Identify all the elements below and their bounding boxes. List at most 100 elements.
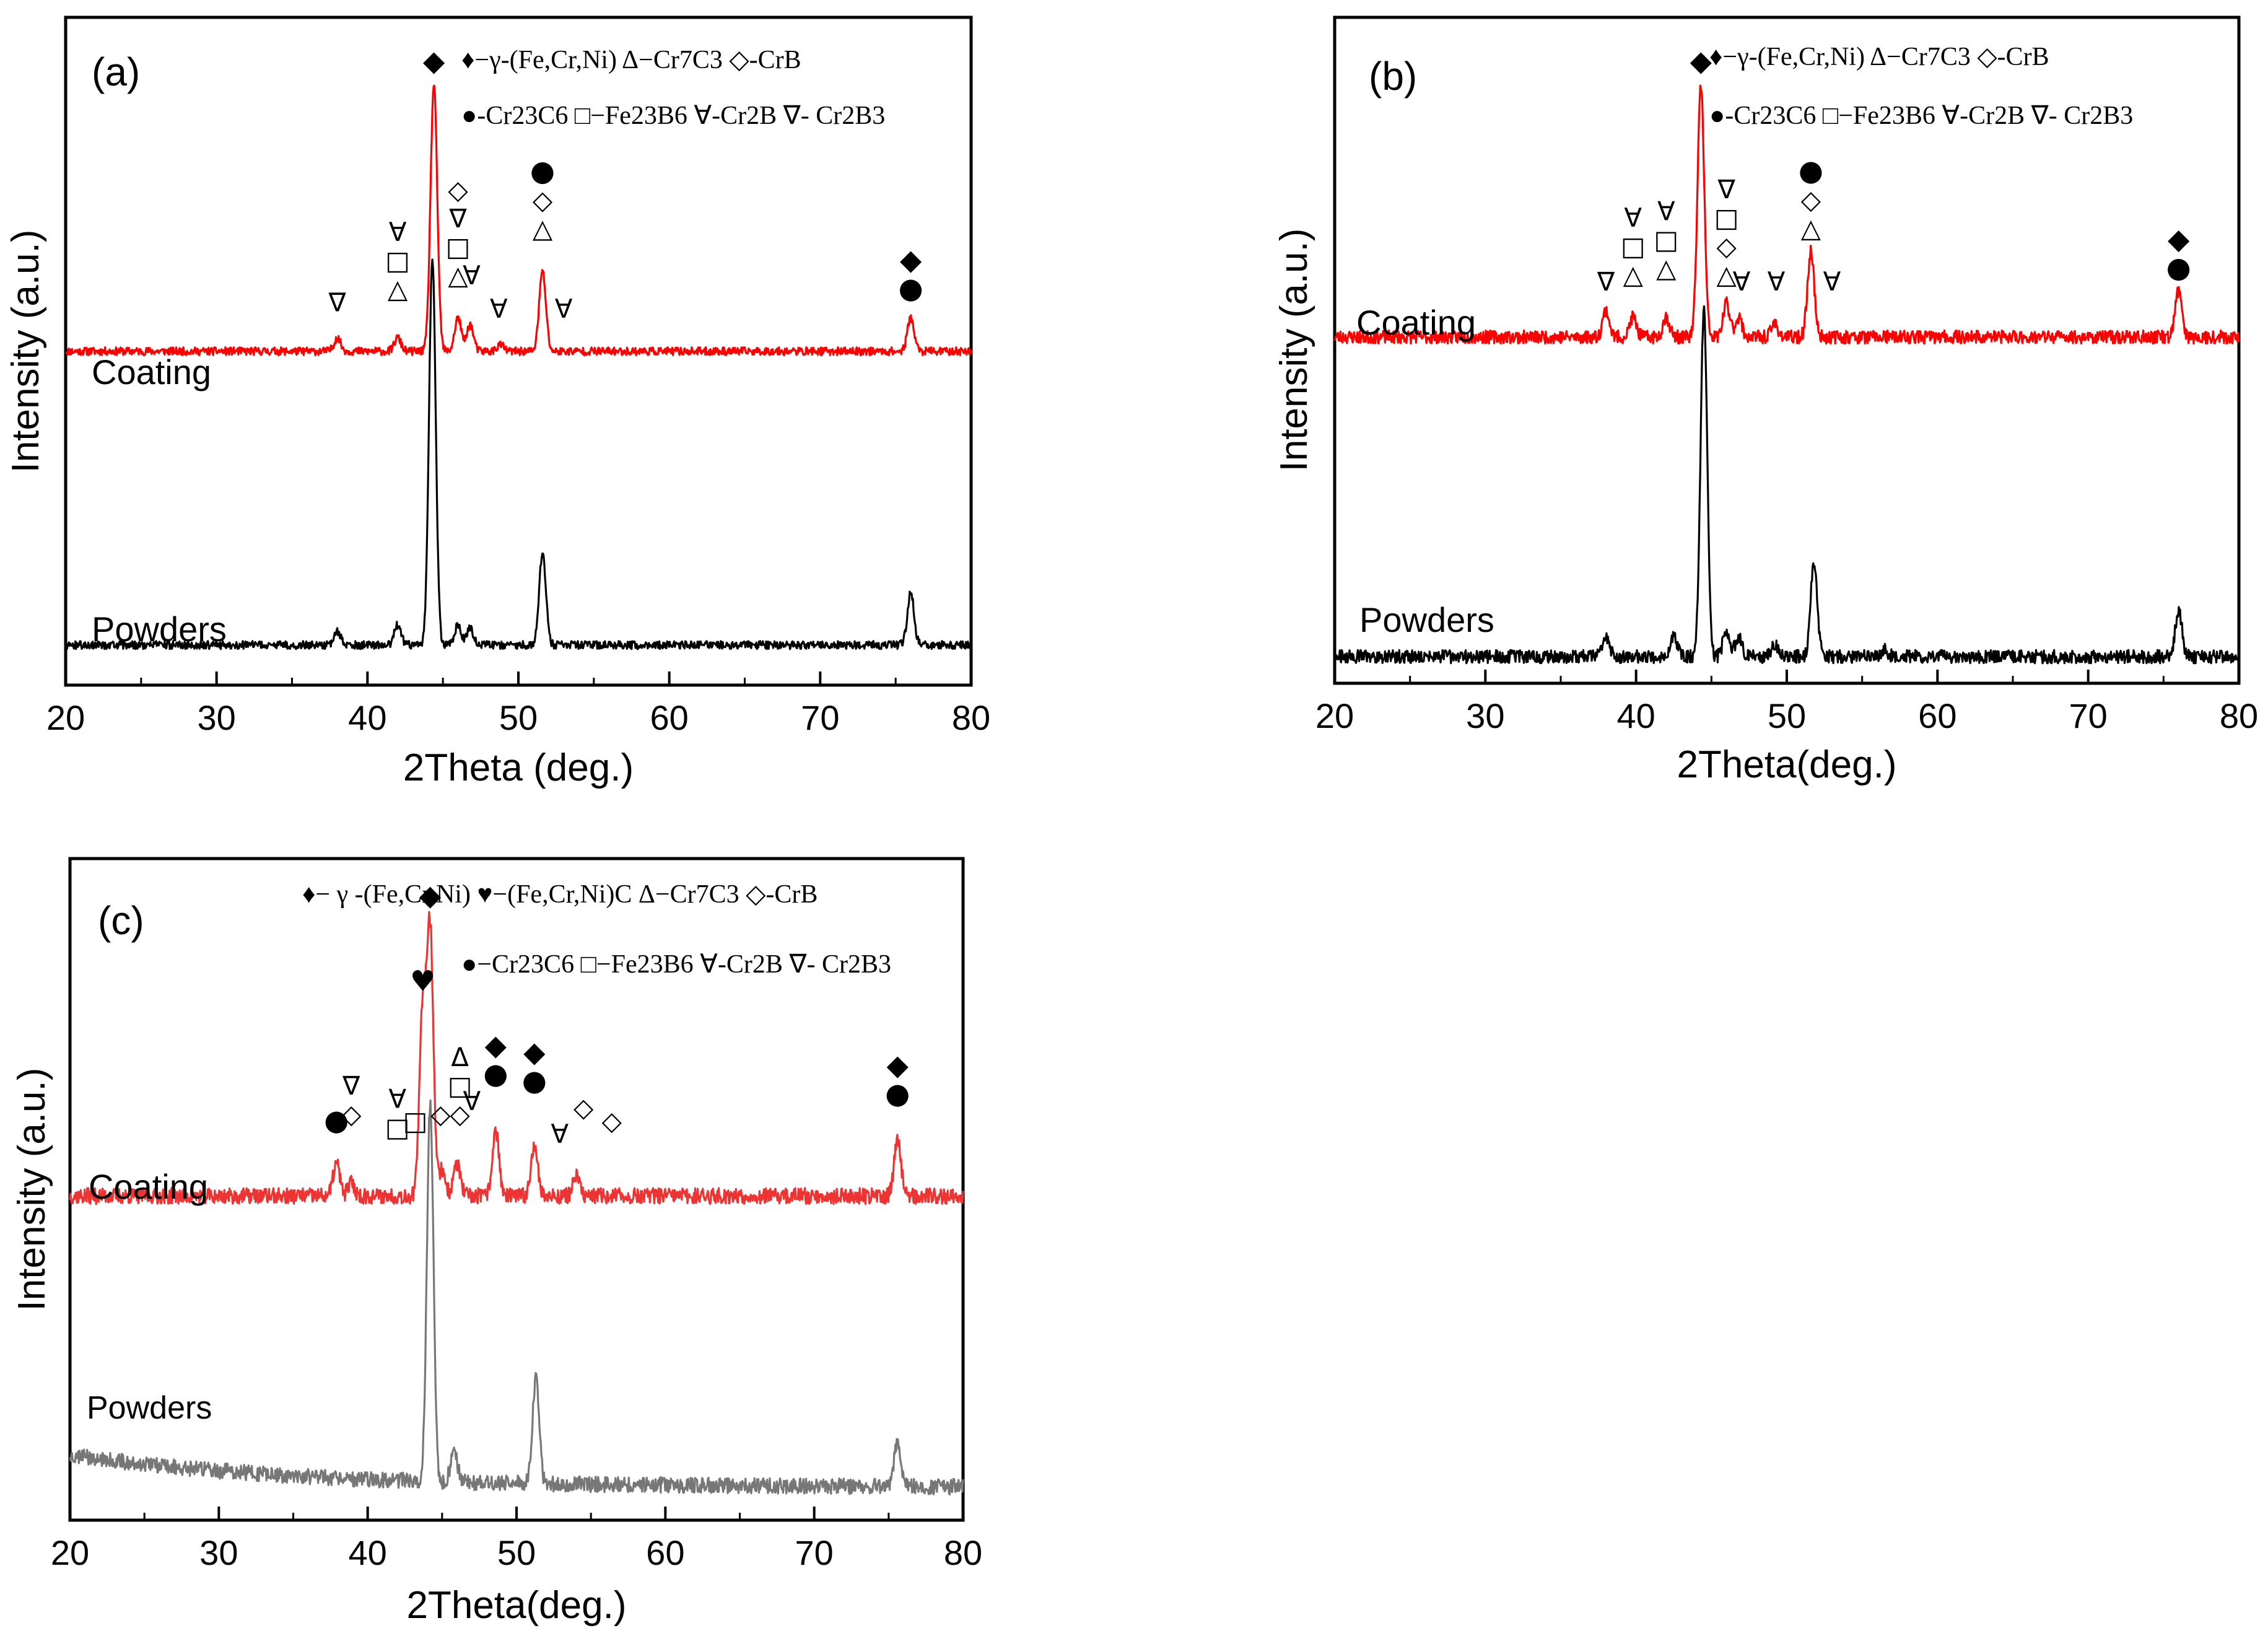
phase-marker: □ (385, 1113, 410, 1143)
x-tick-label: 50 (497, 1533, 536, 1572)
series-line-coating (69, 911, 964, 1205)
phase-marker: ◇ (448, 175, 468, 205)
marker-layer: ◆♥●◇∇□∀□ ◇◇□Δ∀●◆●◆∀◇ ◇●◆ (324, 878, 910, 1149)
phase-marker: ◇ (341, 1099, 362, 1129)
phase-marker: □ (385, 245, 410, 276)
phase-marker: □ (1714, 203, 1739, 233)
phase-marker: ∀ (463, 1086, 481, 1116)
legend-line-1: ♦− γ -(Fe,Cr,Ni) ♥−(Fe,Cr,Ni)C Δ−Cr7C3 ◇… (302, 880, 818, 909)
x-tick-label: 30 (199, 1533, 238, 1572)
series-layer (69, 911, 964, 1496)
x-axis-title: 2Theta (deg.) (403, 746, 634, 789)
phase-marker: □ (1621, 231, 1646, 261)
series-label-powders: Powders (1359, 600, 1494, 639)
x-tick-label: 50 (1768, 696, 1806, 735)
legend-line-2: ●-Cr23C6 □−Fe23B6 ∀-Cr2B ∇- Cr2B3 (1709, 102, 2133, 130)
panel-label: (c) (98, 898, 144, 943)
phase-marker: ∀ (1768, 266, 1786, 297)
phase-marker: ◆ (2168, 222, 2190, 255)
x-tick-label: 20 (46, 698, 85, 737)
phase-marker: ∀ (1733, 266, 1751, 297)
phase-marker: ◆ (887, 1048, 909, 1082)
phase-marker: ∀ (1624, 203, 1642, 233)
phase-marker: ∀ (389, 217, 407, 247)
x-tick-label: 40 (1617, 696, 1655, 735)
legend-line-2: ●−Cr23C6 □−Fe23B6 ∀-Cr2B ∇- Cr2B3 (461, 950, 891, 979)
phase-marker: ● (530, 154, 555, 188)
x-tick-label: 60 (646, 1533, 684, 1572)
series-line-coating (1333, 84, 2240, 345)
phase-marker: □ (1654, 224, 1678, 255)
phase-marker: ∇ (1597, 266, 1615, 297)
panel-label: (b) (1369, 54, 1417, 98)
series-label-coating: Coating (1356, 303, 1476, 342)
x-tick-label: 80 (952, 698, 990, 737)
x-tick-label: 80 (2220, 696, 2258, 735)
y-axis-title: Intensity (a.u.) (11, 1068, 53, 1311)
series-line-powders (1333, 305, 2240, 665)
phase-marker: ∀ (388, 1084, 406, 1114)
phase-marker: ∇ (328, 287, 347, 317)
panel-c: (c) ♦− γ -(Fe,Cr,Ni) ♥−(Fe,Cr,Ni)C Δ−Cr7… (11, 857, 982, 1627)
phase-marker: ◇ (574, 1093, 594, 1123)
x-ticks: 20 30 40 50 60 70 80 (51, 1507, 982, 1572)
x-tick-label: 30 (1466, 696, 1504, 735)
phase-marker: ∀ (555, 294, 573, 324)
phase-marker: △ (1801, 213, 1821, 243)
series-label-coating: Coating (89, 1167, 208, 1206)
series-label-powders: Powders (92, 610, 227, 649)
x-ticks: 20 30 40 50 60 70 80 (1315, 670, 2258, 735)
phase-marker: ∇ (342, 1070, 360, 1101)
y-axis-title: Intensity (a.u.) (1273, 229, 1315, 472)
phase-marker: ● (885, 1077, 910, 1110)
phase-marker: ● (324, 1103, 349, 1137)
y-axis-title: Intensity (a.u.) (4, 230, 47, 473)
phase-marker: ♥ (410, 965, 435, 998)
series-label-powders: Powders (87, 1390, 212, 1426)
series-label-coating: Coating (92, 352, 211, 392)
x-axis-title: 2Theta(deg.) (407, 1584, 627, 1627)
series-layer (64, 84, 972, 650)
phase-marker: ∀ (551, 1119, 569, 1149)
phase-marker: ∇ (448, 203, 467, 234)
phase-marker: ◇ (450, 1099, 471, 1129)
x-tick-label: 60 (650, 698, 689, 737)
marker-layer: ◆∇ △□∀△□∀△◇□∇∀ ∀△◇●∀ ●◆ (1597, 44, 2191, 297)
phase-marker: △ (533, 214, 553, 244)
phase-marker: ◆ (423, 44, 445, 77)
phase-marker: △ (1717, 260, 1737, 290)
panel-a: (a) ♦−γ-(Fe,Cr,Ni) Δ−Cr7C3 ◇-CrB ●-Cr23C… (4, 15, 990, 789)
phase-marker: ∀ (1823, 266, 1841, 297)
phase-marker: ◇ (1801, 185, 1821, 215)
phase-marker: ● (898, 271, 923, 305)
x-tick-label: 30 (198, 698, 236, 737)
x-tick-label: 50 (499, 698, 538, 737)
phase-marker: ◇ (1717, 231, 1737, 261)
phase-marker: ◆ (485, 1028, 507, 1062)
phase-marker: △ (388, 274, 408, 304)
phase-marker: ∀ (490, 294, 508, 324)
phase-marker: □ (403, 1106, 428, 1136)
panel-label: (a) (92, 50, 140, 94)
series-line-powders (64, 258, 972, 650)
phase-marker: ∀ (1657, 196, 1675, 226)
phase-marker: ◆ (523, 1035, 546, 1069)
phase-marker: □ (448, 1070, 473, 1101)
legend-line-1: ♦−γ-(Fe,Cr,Ni) Δ−Cr7C3 ◇-CrB (1709, 43, 2049, 71)
x-axis-title: 2Theta(deg.) (1677, 743, 1897, 786)
phase-marker: ● (522, 1064, 547, 1097)
x-tick-label: 70 (795, 1533, 834, 1572)
x-tick-label: 20 (1315, 696, 1354, 735)
phase-marker: ● (2166, 250, 2191, 284)
phase-marker: ◇ (430, 1099, 451, 1129)
legend-line-1: ♦−γ-(Fe,Cr,Ni) Δ−Cr7C3 ◇-CrB (461, 46, 801, 74)
phase-marker: ◇ (602, 1106, 622, 1136)
phase-marker: ◆ (900, 243, 922, 276)
marker-layer: ◆∇ △□∀△□∇◇∀∀△◇●∀●◆ (328, 44, 923, 324)
series-line-powders (69, 1099, 964, 1496)
x-tick-label: 40 (349, 1533, 387, 1572)
phase-marker: ● (1799, 154, 1823, 187)
phase-marker: △ (1656, 253, 1677, 283)
phase-marker: ◆ (419, 878, 442, 912)
